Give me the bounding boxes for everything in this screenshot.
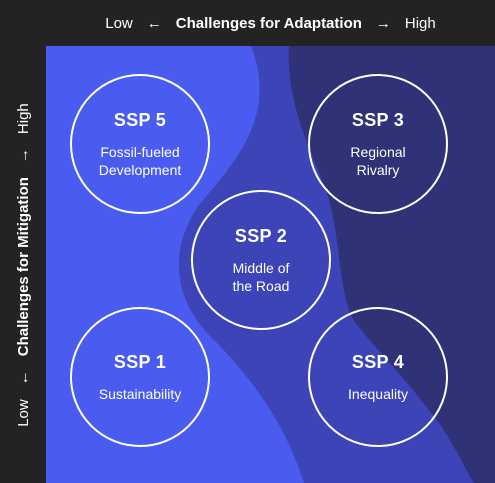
ssp-matrix: SSP 5 Fossil-fueled Development SSP 3 Re…: [46, 46, 495, 483]
ssp-2-circle: SSP 2 Middle of the Road: [191, 190, 331, 330]
adaptation-low-label: Low: [105, 14, 133, 32]
adaptation-high-label: High: [404, 14, 436, 32]
mitigation-axis: Low ← Challenges for Mitigation → High: [0, 46, 46, 483]
arrow-up-icon: →: [14, 147, 32, 163]
arrow-right-icon: →: [375, 14, 391, 32]
adaptation-axis: Low ← Challenges for Adaptation → High: [46, 0, 495, 46]
mitigation-low-label: Low: [14, 398, 32, 427]
ssp-2-name-line: Middle of: [232, 259, 290, 276]
ssp-4-code: SSP 4: [351, 351, 405, 372]
ssp-1-name: Sustainability: [81, 385, 199, 403]
ssp-3-name-line: Regional: [350, 143, 406, 160]
ssp-5-name: Fossil-fueled Development: [81, 143, 199, 179]
adaptation-axis-title: Challenges for Adaptation: [175, 14, 362, 32]
ssp-3-name: Regional Rivalry: [319, 143, 437, 179]
ssp-5-name-line: Development: [98, 161, 182, 178]
ssp-5-circle: SSP 5 Fossil-fueled Development: [70, 74, 210, 214]
ssp-5-code: SSP 5: [113, 109, 167, 130]
ssp-2-name: Middle of the Road: [202, 259, 320, 295]
ssp-5-name-line: Fossil-fueled: [100, 143, 180, 160]
ssp-2-code: SSP 2: [234, 225, 288, 246]
mitigation-high-label: High: [14, 102, 32, 134]
arrow-down-icon: ←: [14, 369, 32, 385]
mitigation-axis-title: Challenges for Mitigation: [14, 176, 32, 356]
ssp-3-code: SSP 3: [351, 109, 405, 130]
ssp-3-circle: SSP 3 Regional Rivalry: [308, 74, 448, 214]
ssp-2-name-line: the Road: [232, 277, 290, 294]
ssp-1-circle: SSP 1 Sustainability: [70, 307, 210, 447]
ssp-4-name: Inequality: [319, 385, 437, 403]
arrow-left-icon: ←: [146, 14, 162, 32]
ssp-4-name-line: Inequality: [348, 385, 408, 402]
ssp-4-circle: SSP 4 Inequality: [308, 307, 448, 447]
ssp-1-name-line: Sustainability: [98, 385, 182, 402]
ssp-3-name-line: Rivalry: [356, 161, 400, 178]
ssp-1-code: SSP 1: [113, 351, 167, 372]
